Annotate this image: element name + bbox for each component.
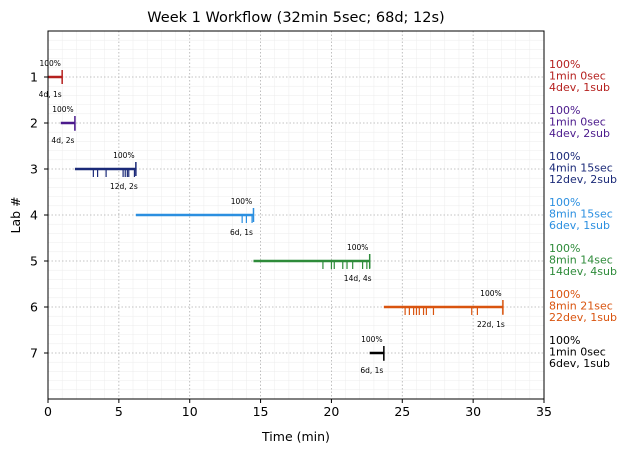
side-annotation-line: 6dev, 1sub xyxy=(549,357,610,370)
lab-count-label: 22d, 1s xyxy=(477,320,505,329)
x-tick-label: 0 xyxy=(44,404,52,419)
x-tick-label: 25 xyxy=(394,404,410,419)
y-tick-label: 7 xyxy=(30,346,38,361)
lab-percent-label: 100% xyxy=(347,243,368,252)
y-tick-label: 2 xyxy=(30,116,38,131)
lab-bars: 100% 4d, 1s 100% 4d, 2s 100% 12d, 2s 100% 6d, 1… xyxy=(39,59,505,375)
side-annotation-line: 8min 14sec xyxy=(549,254,613,267)
x-tick-label: 10 xyxy=(182,404,198,419)
lab-percent-label: 100% xyxy=(361,335,382,344)
side-annotation-line: 100% xyxy=(549,58,580,71)
lab-count-label: 6d, 1s xyxy=(360,366,383,375)
lab-percent-label: 100% xyxy=(480,289,501,298)
y-tick-label: 3 xyxy=(30,162,38,177)
side-annotation-line: 1min 0sec xyxy=(549,70,606,83)
y-tick-label: 1 xyxy=(30,70,38,85)
grid xyxy=(47,31,545,399)
lab-percent-label: 100% xyxy=(231,197,252,206)
side-annotation-line: 8min 15sec xyxy=(549,208,613,221)
x-tick-label: 35 xyxy=(536,404,552,419)
x-tick-label: 20 xyxy=(323,404,339,419)
lab-count-label: 14d, 4s xyxy=(344,274,372,283)
chart-title: Week 1 Workflow (32min 5sec; 68d; 12s) xyxy=(147,10,444,26)
y-tick-label: 4 xyxy=(30,208,38,223)
side-annotation-line: 1min 0sec xyxy=(549,346,606,359)
lab-percent-label: 100% xyxy=(52,105,73,114)
side-annotation-line: 100% xyxy=(549,104,580,117)
x-tick-label: 15 xyxy=(253,404,269,419)
x-tick-label: 5 xyxy=(115,404,123,419)
side-annotation-line: 100% xyxy=(549,196,580,209)
lab-percent-label: 100% xyxy=(113,151,134,160)
x-tick-label: 30 xyxy=(465,404,481,419)
x-axis-label: Time (min) xyxy=(261,429,330,444)
side-annotation-line: 100% xyxy=(549,150,580,163)
side-annotation-line: 8min 21sec xyxy=(549,300,613,313)
side-annotation-line: 100% xyxy=(549,242,580,255)
y-axis-label: Lab # xyxy=(8,196,23,233)
side-annotation-line: 4dev, 2sub xyxy=(549,127,610,140)
side-annotation-line: 100% xyxy=(549,288,580,301)
side-annotation-line: 1min 0sec xyxy=(549,116,606,129)
side-annotation-line: 4min 15sec xyxy=(549,162,613,175)
side-annotation-line: 4dev, 1sub xyxy=(549,81,610,94)
y-tick-label: 6 xyxy=(30,300,38,315)
lab-count-label: 4d, 2s xyxy=(51,136,74,145)
lab-count-label: 4d, 1s xyxy=(39,90,62,99)
axis-ticks: 0 5 10 15 20 25 30 35 1 2 3 4 5 6 7 xyxy=(30,70,552,420)
lab-count-label: 12d, 2s xyxy=(110,182,138,191)
lab-percent-label: 100% xyxy=(39,59,60,68)
side-annotation-line: 22dev, 1sub xyxy=(549,311,617,324)
lab-count-label: 6d, 1s xyxy=(230,228,253,237)
side-annotation-line: 100% xyxy=(549,334,580,347)
side-annotation-line: 12dev, 2sub xyxy=(549,173,617,186)
side-annotation-line: 6dev, 1sub xyxy=(549,219,610,232)
side-annotation-line: 14dev, 4sub xyxy=(549,265,617,278)
y-tick-label: 5 xyxy=(30,254,38,269)
